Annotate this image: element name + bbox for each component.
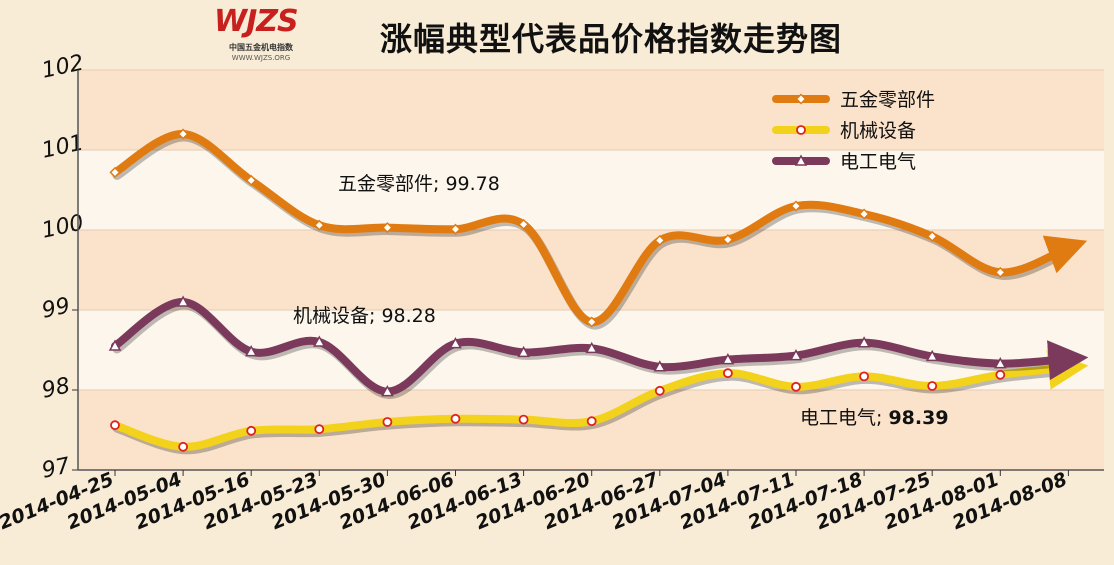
data-point	[450, 413, 461, 424]
data-point	[723, 368, 733, 379]
data-point	[994, 266, 1006, 278]
data-point	[927, 381, 938, 391]
data-point	[381, 222, 393, 234]
data-point	[382, 417, 393, 427]
series-annotation: 机械设备; 98.28	[293, 305, 436, 327]
logo-mark: WJZS	[214, 4, 299, 39]
annotation-series-name: 五金零部件;	[338, 173, 445, 195]
data-point	[585, 341, 598, 354]
data-point	[517, 345, 530, 358]
data-point	[926, 230, 938, 242]
data-point	[313, 335, 326, 347]
logo-url: WWW.WJZS.ORG	[231, 54, 291, 62]
annotation-series-name: 电工电气;	[800, 407, 888, 429]
y-tick-label: 98	[40, 373, 73, 403]
data-point	[110, 420, 120, 431]
data-point	[789, 349, 803, 361]
data-point	[722, 234, 734, 246]
data-point	[244, 345, 258, 357]
data-point	[313, 219, 325, 231]
logo-subtitle: 中国五金机电指数	[229, 43, 293, 52]
data-point	[794, 154, 808, 166]
annotation-series-name: 机械设备;	[293, 305, 381, 327]
data-point	[925, 349, 939, 362]
series-annotation: 电工电气; 98.39	[800, 407, 949, 429]
series-annotation: 五金零部件; 99.78	[338, 173, 500, 195]
data-point	[109, 166, 121, 178]
data-point	[449, 337, 462, 349]
data-point	[518, 414, 529, 425]
band	[78, 230, 1104, 310]
data-point	[858, 208, 870, 220]
data-point	[654, 385, 665, 396]
data-point	[108, 339, 122, 351]
legend-label: 机械设备	[840, 120, 916, 142]
data-point	[995, 369, 1006, 380]
data-point	[654, 234, 666, 246]
data-point	[796, 125, 806, 135]
annotation-value: 98.39	[888, 407, 948, 429]
band	[78, 70, 1104, 150]
data-point	[314, 424, 325, 435]
data-point	[994, 357, 1007, 369]
data-point	[857, 336, 871, 348]
y-tick-label: 99	[40, 293, 73, 323]
data-point	[449, 223, 462, 235]
legend-label: 五金零部件	[840, 89, 935, 111]
data-point	[795, 93, 807, 105]
data-point	[791, 381, 801, 392]
wjzs-logo: WJZS 中国五金机电指数 WWW.WJZS.ORG	[206, 4, 316, 66]
data-point	[245, 174, 257, 186]
series-line	[111, 298, 1089, 396]
band	[78, 150, 1104, 230]
band	[78, 390, 1104, 470]
data-point	[177, 128, 189, 140]
data-point	[859, 371, 869, 382]
legend-label: 电工电气	[840, 151, 916, 173]
data-point	[178, 441, 189, 452]
annotation-value: 98.28	[381, 305, 435, 327]
data-point	[246, 425, 257, 436]
y-tick-label: 97	[40, 453, 73, 483]
data-point	[721, 353, 735, 365]
data-point	[176, 295, 190, 307]
annotation-value: 99.78	[445, 173, 499, 195]
data-point	[518, 218, 530, 230]
data-point	[790, 200, 802, 212]
data-point	[586, 316, 598, 328]
data-point	[586, 416, 597, 427]
data-point	[653, 360, 667, 372]
data-point	[381, 385, 394, 397]
chart-title: 涨幅典型代表品价格指数走势图	[380, 20, 843, 58]
